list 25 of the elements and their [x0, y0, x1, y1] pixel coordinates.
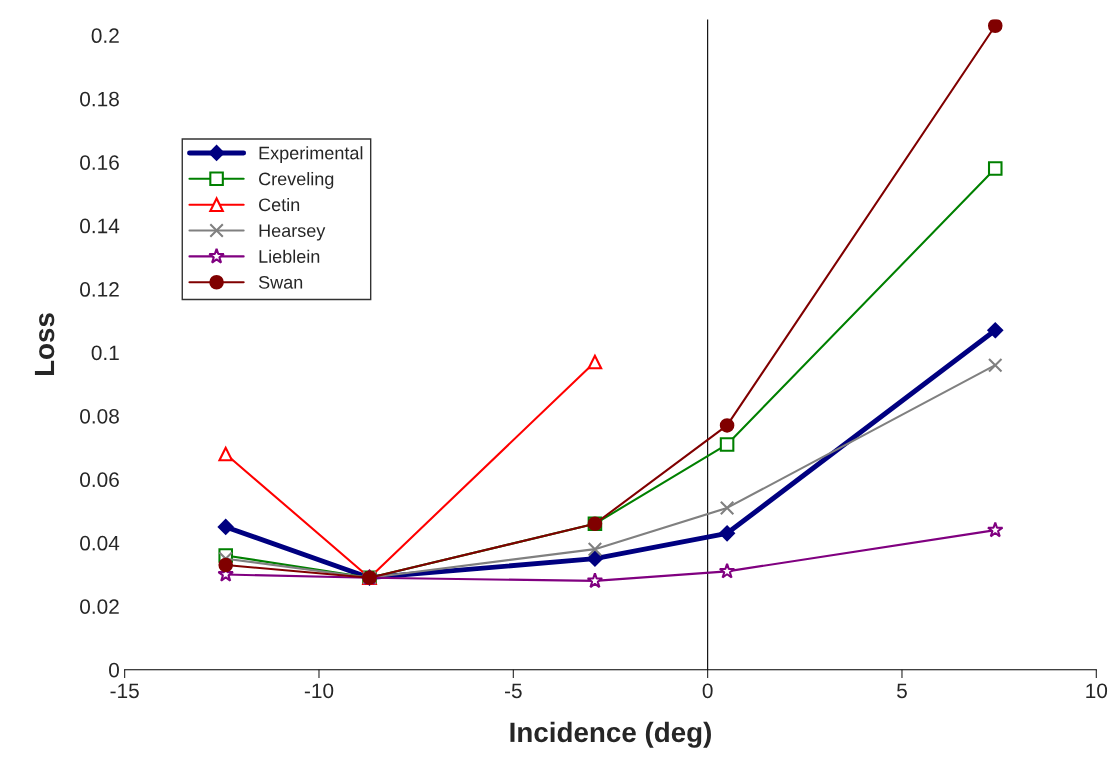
legend-label: Cetin: [259, 197, 300, 212]
y-tick-label: 0: [109, 662, 119, 678]
x-tick-label: 5: [897, 683, 907, 699]
y-tick-label: 0.02: [80, 599, 119, 614]
y-tick-label: 0.18: [80, 91, 119, 107]
x-tick-label: -10: [304, 683, 334, 699]
y-tick-label: 0.08: [80, 408, 119, 424]
y-tick-label: 0.12: [80, 282, 119, 297]
x-axis-title: Incidence (deg): [510, 721, 711, 748]
x-tick-label: 0: [702, 683, 713, 699]
x-tick-label: -5: [504, 683, 522, 699]
y-tick-label: 0.06: [80, 472, 119, 488]
y-tick-label: 0.04: [80, 535, 120, 551]
y-tick-label: 0.14: [80, 218, 120, 234]
legend-label: Swan: [258, 275, 303, 289]
y-tick-label: 0.1: [91, 345, 119, 361]
x-tick-label: -15: [110, 683, 139, 699]
legend-label: Lieblein: [259, 249, 320, 263]
y-tick-label: 0.16: [80, 155, 119, 170]
legend-label: Creveling: [259, 172, 334, 189]
legend-label: Experimental: [259, 146, 363, 164]
x-tick-label: 10: [1086, 683, 1108, 699]
legend-label: Hearsey: [259, 224, 326, 241]
y-axis-title: Loss: [34, 313, 55, 376]
y-tick-label: 0.2: [91, 28, 119, 44]
